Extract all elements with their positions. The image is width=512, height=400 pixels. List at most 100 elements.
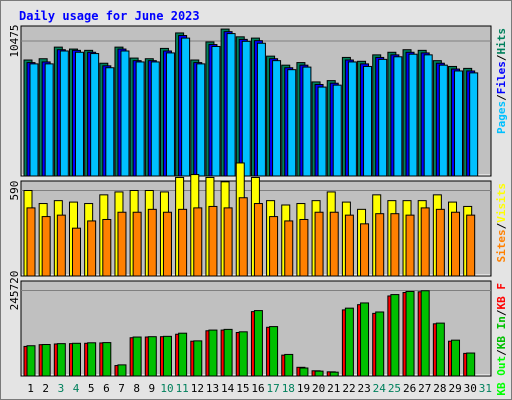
x-axis-labels: 1 2 3 4 5 6 7 8 9 10 11 12 13 14 15 16 17 18 19 20 21 22 23 24 2… — [27, 382, 492, 395]
bar-pages-day-11 — [181, 37, 191, 177]
legend-item-kb-in: KB In — [495, 316, 508, 349]
bar-kb-in-day-10 — [162, 335, 172, 377]
legend-separator: / — [495, 222, 508, 229]
bar-sites-day-29 — [451, 211, 461, 277]
x-tick-label: 15 — [236, 382, 249, 395]
panel-legend: Pages/Files/Hits — [495, 28, 508, 134]
bar-sites-day-27 — [420, 207, 430, 277]
bar-kb-in-day-12 — [193, 340, 203, 377]
x-tick-label: 28 — [433, 382, 446, 395]
bar-pages-day-19 — [302, 66, 312, 177]
bar-pages-day-1 — [29, 63, 39, 177]
bar-pages-day-28 — [438, 64, 448, 177]
chart-title: Daily usage for June 2023 — [19, 9, 200, 23]
bar-sites-day-8 — [132, 211, 142, 277]
chart-panels: 10475 Pages/Files/Hits 590Sites/Visits2457… — [8, 24, 508, 395]
bar-pages-day-10 — [165, 52, 175, 177]
bar-kb-in-day-16 — [253, 310, 263, 377]
y-tick-label: 245720 — [8, 271, 21, 311]
x-tick-label: 27 — [418, 382, 431, 395]
bar-kb-in-day-23 — [360, 302, 370, 377]
bar-kb-in-day-20 — [314, 370, 324, 377]
x-tick-label: 17 — [267, 382, 280, 395]
bar-pages-day-27 — [423, 54, 433, 177]
bar-pages-day-17 — [272, 60, 282, 177]
x-tick-label: 21 — [327, 382, 340, 395]
bar-kb-in-day-11 — [178, 332, 188, 377]
bar-sites-day-9 — [147, 208, 157, 277]
x-tick-label: 3 — [58, 382, 65, 395]
bar-sites-day-24 — [375, 213, 385, 277]
bar-pages-day-14 — [226, 33, 236, 177]
bar-sites-day-18 — [284, 220, 294, 277]
panel-legend: KB Out/KB In/KB F — [495, 283, 508, 396]
bar-sites-day-2 — [41, 216, 51, 277]
x-tick-label: 6 — [103, 382, 110, 395]
bar-kb-in-day-28 — [435, 322, 445, 377]
legend-separator: / — [495, 349, 508, 356]
bar-pages-day-6 — [105, 67, 115, 177]
bar-pages-day-25 — [393, 56, 403, 177]
bar-kb-in-day-14 — [223, 328, 233, 377]
bar-pages-day-29 — [454, 70, 464, 177]
x-tick-label: 30 — [464, 382, 477, 395]
legend-item-kb-out: KB Out — [495, 356, 508, 396]
bar-pages-day-2 — [44, 63, 54, 177]
legend-item-visits: Visits — [495, 183, 508, 223]
bar-pages-day-20 — [317, 86, 327, 177]
bar-pages-day-23 — [363, 65, 373, 177]
x-tick-label: 7 — [118, 382, 125, 395]
bar-pages-day-12 — [196, 63, 206, 177]
bar-pages-day-7 — [120, 50, 130, 177]
legend-item-files: Files — [495, 61, 508, 94]
x-tick-label: 4 — [73, 382, 80, 395]
bar-pages-day-5 — [90, 53, 100, 177]
bar-kb-in-day-9 — [147, 336, 157, 377]
bar-pages-day-24 — [378, 58, 388, 177]
bar-sites-day-17 — [269, 216, 279, 277]
bar-sites-day-23 — [360, 223, 370, 277]
bar-kb-in-day-15 — [238, 331, 248, 377]
bar-kb-in-day-3 — [56, 343, 66, 377]
panel-visits-sites: 590 Sites/Visits — [8, 162, 508, 277]
x-tick-label: 26 — [403, 382, 416, 395]
x-tick-label: 29 — [448, 382, 461, 395]
x-tick-label: 13 — [206, 382, 219, 395]
bar-pages-day-13 — [211, 45, 221, 177]
bar-pages-day-22 — [347, 61, 357, 177]
x-tick-label: 14 — [221, 382, 235, 395]
bar-pages-day-21 — [332, 84, 342, 177]
x-tick-label: 18 — [282, 382, 295, 395]
bar-pages-day-30 — [469, 72, 479, 177]
panel-hits-files-pages: 10475 Pages/Files/Hits — [8, 24, 508, 177]
bar-kb-in-day-26 — [405, 290, 415, 377]
legend-separator: / — [495, 94, 508, 101]
legend-separator: / — [495, 309, 508, 316]
bar-sites-day-22 — [344, 214, 354, 277]
y-tick-label: 10475 — [8, 24, 21, 57]
bar-kb-in-day-13 — [208, 329, 218, 377]
bar-sites-day-6 — [102, 218, 112, 277]
bar-sites-day-28 — [435, 208, 445, 277]
bar-sites-day-20 — [314, 211, 324, 277]
x-tick-label: 11 — [176, 382, 189, 395]
x-tick-label: 20 — [312, 382, 325, 395]
bar-pages-day-15 — [241, 40, 251, 177]
bar-kb-in-day-27 — [420, 290, 430, 377]
x-tick-label: 10 — [160, 382, 173, 395]
bar-kb-in-day-4 — [71, 342, 81, 377]
bar-sites-day-26 — [405, 214, 415, 277]
x-tick-label: 16 — [251, 382, 264, 395]
bar-kb-in-day-18 — [284, 353, 294, 377]
bar-sites-day-14 — [223, 207, 233, 277]
bar-sites-day-25 — [390, 213, 400, 277]
bar-kb-in-day-1 — [26, 345, 36, 377]
bar-sites-day-19 — [299, 218, 309, 277]
bar-kb-in-day-24 — [375, 311, 385, 377]
bar-kb-in-day-6 — [102, 342, 112, 377]
x-tick-label: 31 — [479, 382, 492, 395]
legend-item-pages: Pages — [495, 101, 508, 134]
legend-item-kb-f: KB F — [495, 283, 508, 310]
